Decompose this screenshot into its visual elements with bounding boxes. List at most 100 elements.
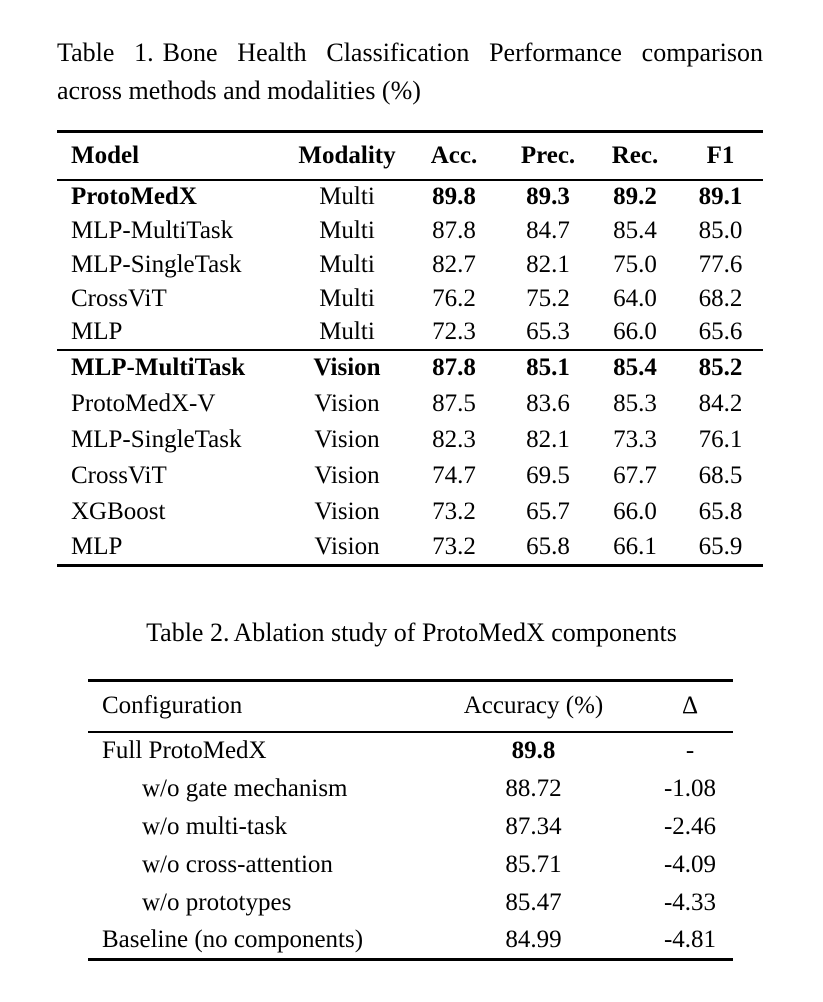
delta-cell: -	[685, 737, 695, 764]
table-row: CrossViT Vision 74.7 69.5 67.7 68.5	[57, 458, 763, 494]
f1-cell: 85.2	[698, 354, 743, 381]
f1-cell: 76.1	[698, 425, 743, 453]
rec-cell: 66.1	[613, 532, 657, 560]
rec-cell: 85.3	[613, 389, 657, 417]
table2-ablation-study: Configuration Accuracy (%) Δ Full ProtoM…	[88, 679, 733, 961]
f1-cell: 68.2	[698, 284, 743, 312]
f1-cell: 84.2	[698, 389, 743, 417]
table-row: XGBoost Vision 73.2 65.7 66.0 65.8	[57, 494, 763, 530]
rec-cell: 75.0	[613, 250, 657, 278]
table1-vision-group: MLP-MultiTask Vision 87.8 85.1 85.4 85.2…	[57, 349, 763, 566]
model-cell: XGBoost	[71, 497, 166, 525]
configuration-cell: w/o multi-task	[142, 812, 288, 840]
table-row: MLP Vision 73.2 65.8 66.1 65.9	[57, 530, 763, 566]
delta-cell: -1.08	[663, 774, 717, 802]
acc-cell: 89.8	[432, 183, 476, 210]
prec-cell: 65.7	[526, 497, 570, 525]
acc-cell: 74.7	[432, 461, 476, 489]
table1-header-acc: Acc.	[430, 141, 478, 169]
table1-header-f1: F1	[706, 141, 735, 169]
f1-cell: 89.1	[698, 183, 743, 210]
table-row: w/o cross-attention 85.71 -4.09	[88, 846, 733, 884]
rec-cell: 85.4	[613, 354, 657, 381]
prec-cell: 82.1	[526, 425, 570, 453]
table1-caption-text: Bone Health Classification Performance c…	[57, 38, 763, 105]
table2-header-configuration: Configuration	[102, 692, 243, 720]
acc-cell: 87.8	[432, 216, 476, 244]
f1-cell: 77.6	[698, 250, 743, 278]
prec-cell: 83.6	[526, 389, 570, 417]
acc-cell: 82.7	[432, 250, 476, 278]
model-cell: MLP-SingleTask	[71, 425, 242, 453]
configuration-cell: w/o gate mechanism	[142, 774, 348, 802]
table-row: MLP-MultiTask Vision 87.8 85.1 85.4 85.2	[57, 350, 763, 386]
prec-cell: 69.5	[526, 461, 570, 489]
table-row: MLP-SingleTask Vision 82.3 82.1 73.3 76.…	[57, 422, 763, 458]
modality-cell: Multi	[319, 318, 375, 345]
acc-cell: 76.2	[432, 284, 476, 312]
table-row: ProtoMedX Multi 89.8 89.3 89.2 89.1	[57, 180, 763, 214]
accuracy-cell: 89.8	[511, 737, 556, 764]
table-row: MLP Multi 72.3 65.3 66.0 65.6	[57, 316, 763, 350]
table2-header-accuracy: Accuracy (%)	[463, 692, 604, 720]
modality-cell: Vision	[314, 532, 380, 560]
configuration-cell: w/o cross-attention	[142, 850, 333, 878]
model-cell: ProtoMedX-V	[71, 389, 216, 417]
table-row: Full ProtoMedX 89.8 -	[88, 732, 733, 770]
table1-header-row: Model Modality Acc. Prec. Rec. F1	[57, 132, 763, 180]
table-row: Baseline (no components) 84.99 -4.81	[88, 922, 733, 960]
rec-cell: 73.3	[613, 425, 657, 453]
table-row: w/o multi-task 87.34 -2.46	[88, 808, 733, 846]
prec-cell: 89.3	[526, 183, 570, 210]
configuration-cell: Full ProtoMedX	[102, 737, 267, 764]
f1-cell: 65.8	[698, 497, 743, 525]
delta-cell: -4.81	[663, 925, 717, 953]
delta-cell: -4.09	[663, 850, 717, 878]
rec-cell: 64.0	[613, 284, 657, 312]
f1-cell: 85.0	[698, 216, 743, 244]
accuracy-cell: 84.99	[505, 925, 562, 953]
modality-cell: Vision	[314, 425, 380, 453]
prec-cell: 65.8	[526, 532, 570, 560]
modality-cell: Vision	[313, 354, 381, 381]
delta-cell: -2.46	[663, 812, 717, 840]
table2-caption-label: Table 2.	[146, 618, 230, 647]
table-row: MLP-MultiTask Multi 87.8 84.7 85.4 85.0	[57, 214, 763, 248]
model-cell: CrossViT	[71, 461, 167, 489]
table1-caption: Table 1. Bone Health Classification Perfo…	[57, 34, 763, 110]
model-cell: CrossViT	[71, 284, 167, 312]
prec-cell: 84.7	[526, 216, 570, 244]
rec-cell: 89.2	[613, 183, 657, 210]
configuration-cell: w/o prototypes	[142, 888, 292, 916]
prec-cell: 85.1	[526, 354, 570, 381]
table2-header-delta: Δ	[681, 692, 699, 720]
acc-cell: 73.2	[432, 532, 476, 560]
table1-performance-comparison: Model Modality Acc. Prec. Rec. F1 ProtoM…	[57, 130, 763, 567]
configuration-cell: Baseline (no components)	[102, 925, 364, 953]
table-row: MLP-SingleTask Multi 82.7 82.1 75.0 77.6	[57, 248, 763, 282]
modality-cell: Vision	[314, 497, 380, 525]
accuracy-cell: 88.72	[505, 774, 562, 802]
table1-caption-label: Table 1.	[57, 38, 154, 67]
table1-multi-group: ProtoMedX Multi 89.8 89.3 89.2 89.1 MLP-…	[57, 180, 763, 350]
modality-cell: Multi	[319, 250, 375, 278]
table1-header-model: Model	[71, 141, 140, 169]
modality-cell: Multi	[319, 183, 375, 210]
model-cell: ProtoMedX	[71, 183, 197, 210]
accuracy-cell: 85.71	[505, 850, 562, 878]
modality-cell: Multi	[319, 284, 375, 312]
acc-cell: 87.5	[432, 389, 476, 417]
table-row: w/o prototypes 85.47 -4.33	[88, 884, 733, 922]
modality-cell: Multi	[319, 216, 375, 244]
table1-header-prec: Prec.	[520, 141, 576, 169]
table1-header-modality: Modality	[298, 141, 396, 169]
rec-cell: 67.7	[613, 461, 657, 489]
modality-cell: Vision	[314, 461, 380, 489]
table-row: w/o gate mechanism 88.72 -1.08	[88, 770, 733, 808]
accuracy-cell: 85.47	[505, 888, 562, 916]
acc-cell: 72.3	[432, 318, 476, 345]
acc-cell: 73.2	[432, 497, 476, 525]
rec-cell: 85.4	[613, 216, 657, 244]
f1-cell: 65.9	[698, 532, 743, 560]
